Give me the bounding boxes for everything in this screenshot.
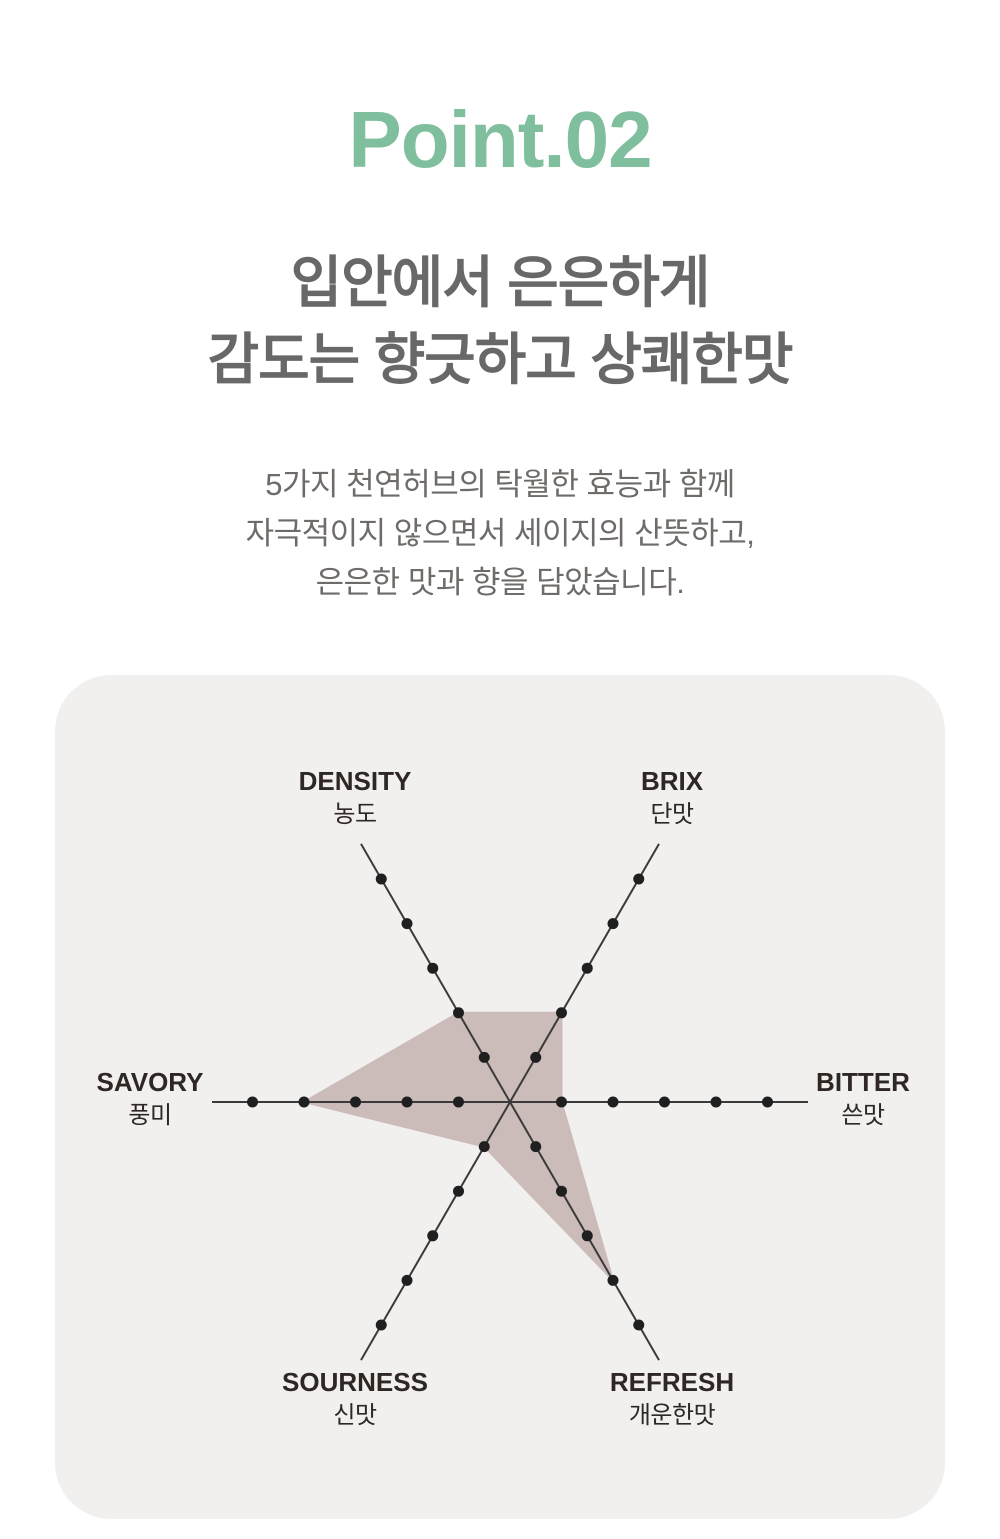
- page-title-line2: 감도는 향긋하고 상쾌한맛: [207, 328, 794, 391]
- radar-tick-dot: [350, 1096, 361, 1108]
- axis-label-brix-en: BRIX: [640, 766, 704, 796]
- radar-tick-dot: [607, 918, 619, 930]
- axis-label-density: DENSITY 농도: [299, 765, 412, 831]
- radar-tick-dot: [556, 1185, 567, 1197]
- axis-label-savory-en: SAVORY: [96, 1067, 204, 1097]
- radar-tick-dot: [453, 1096, 464, 1108]
- axis-label-brix: BRIX 단맛: [641, 765, 703, 831]
- radar-tick-dot: [633, 873, 645, 885]
- radar-tick-dot: [298, 1096, 310, 1108]
- axis-label-bitter-en: BITTER: [816, 1067, 910, 1097]
- axis-label-sourness-ko: 신맛: [333, 1402, 377, 1429]
- axis-label-sourness-en: SOURNESS: [282, 1367, 428, 1397]
- axis-label-density-ko: 농도: [333, 801, 377, 828]
- radar-value-area: [303, 1011, 614, 1282]
- description-line1: 5가지 천연허브의 탁월한 효능과 함께: [265, 467, 735, 502]
- axis-label-sourness: SOURNESS 신맛: [282, 1366, 428, 1432]
- page-description: 5가지 천연허브의 탁월한 효능과 함께 자극적이지 않으면서 세이지의 산뜻하…: [0, 460, 1000, 607]
- axis-label-refresh: REFRESH 개운한맛: [610, 1366, 734, 1432]
- radar-tick-dot: [478, 1051, 490, 1063]
- radar-tick-dot: [401, 1096, 413, 1108]
- radar-tick-dot: [375, 1319, 387, 1331]
- description-line2: 자극적이지 않으면서 세이지의 산뜻하고,: [245, 516, 755, 551]
- radar-tick-dot: [247, 1096, 258, 1108]
- radar-tick-dot: [556, 1007, 567, 1019]
- axis-label-savory: SAVORY 풍미: [97, 1066, 204, 1132]
- axis-label-savory-ko: 풍미: [128, 1102, 172, 1129]
- axis-label-refresh-en: REFRESH: [609, 1367, 735, 1397]
- radar-tick-dot: [401, 918, 413, 930]
- radar-tick-dot: [427, 1230, 439, 1242]
- radar-tick-dot: [401, 1274, 413, 1286]
- page-title: 입안에서 은은하게 감도는 향긋하고 상쾌한맛: [0, 244, 1000, 398]
- description-line3: 은은한 맛과 향을 담았습니다.: [315, 565, 685, 600]
- radar-tick-dot: [659, 1096, 670, 1108]
- axis-label-brix-ko: 단맛: [650, 801, 694, 828]
- radar-tick-dot: [375, 873, 387, 885]
- radar-tick-dot: [607, 1096, 619, 1108]
- radar-tick-dot: [530, 1141, 542, 1153]
- axis-label-refresh-ko: 개운한맛: [628, 1402, 716, 1429]
- radar-tick-dot: [607, 1274, 619, 1286]
- radar-tick-dot: [427, 962, 439, 974]
- point-badge: Point.02: [348, 95, 652, 184]
- taste-chart-card: DENSITY 농도 BRIX 단맛 BITTER 쓴맛 REFRESH 개운한…: [55, 675, 945, 1519]
- radar-tick-dot: [762, 1096, 773, 1108]
- radar-tick-dot: [453, 1185, 464, 1197]
- radar-tick-dot: [453, 1007, 464, 1019]
- taste-radar-chart: [212, 843, 808, 1361]
- page-title-line1: 입안에서 은은하게: [290, 251, 711, 314]
- axis-label-bitter: BITTER 쓴맛: [816, 1066, 910, 1132]
- radar-tick-dot: [633, 1319, 645, 1331]
- axis-label-density-en: DENSITY: [298, 766, 412, 796]
- radar-tick-dot: [581, 962, 593, 974]
- radar-tick-dot: [530, 1051, 542, 1063]
- radar-tick-dot: [478, 1141, 490, 1153]
- radar-tick-dot: [581, 1230, 593, 1242]
- radar-tick-dot: [556, 1096, 567, 1108]
- radar-tick-dot: [710, 1096, 722, 1108]
- axis-label-bitter-ko: 쓴맛: [841, 1102, 885, 1129]
